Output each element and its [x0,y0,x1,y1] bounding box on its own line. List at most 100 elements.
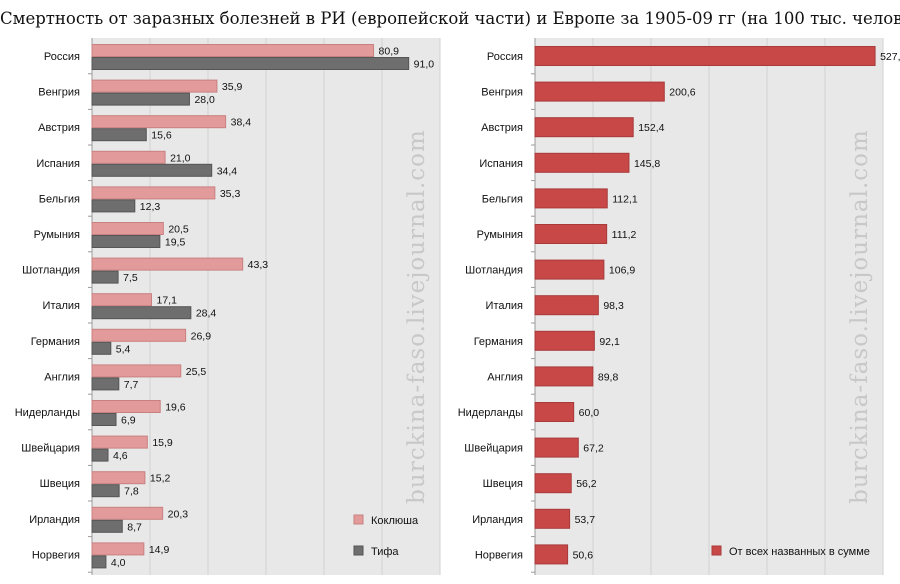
value-label: 34,4 [217,165,238,177]
bar [91,115,227,129]
value-label: 43,3 [248,259,269,271]
value-label: 17,1 [157,295,178,307]
bar [91,519,123,533]
bar [91,270,119,284]
bar [534,508,571,529]
bar [91,150,166,164]
value-label: 200,6 [669,87,695,99]
bar [534,366,594,387]
bar [534,544,569,565]
bar [91,222,164,235]
value-label: 35,9 [222,81,243,93]
category-label: Нидерланды [15,407,80,419]
watermark: burckina-faso.livejournal.com [847,129,873,504]
bar [91,293,153,307]
value-label: 106,9 [609,265,635,277]
value-label: 21,0 [170,152,191,164]
category-label: Англия [44,371,80,383]
value-label: 35,3 [220,188,241,200]
bar [91,44,375,57]
value-label: 14,9 [149,544,170,556]
category-label: Россия [44,51,80,63]
value-label: 152,4 [638,122,664,134]
value-label: 7,5 [123,272,138,284]
bar [91,306,192,320]
value-label: 67,2 [583,443,604,455]
category-label: Италия [43,300,81,312]
value-label: 28,4 [196,308,217,320]
category-label: Англия [487,371,523,383]
legend-label: От всех названных в сумме [729,546,870,558]
category-label: Швеция [483,478,523,490]
bar [91,57,410,70]
legend-label: Тифа [371,546,399,558]
value-label: 25,5 [186,366,207,378]
category-label: Румыния [477,229,523,241]
bar [91,506,164,520]
bar [534,402,575,422]
value-label: 8,7 [127,521,142,533]
value-label: 20,3 [168,508,189,520]
category-label: Шотландия [465,265,523,277]
bar [534,437,579,458]
bar [91,257,244,271]
value-label: 4,6 [113,450,128,462]
bar [91,163,213,177]
bar [534,188,608,209]
value-label: 53,7 [575,514,596,526]
legend-swatch [353,514,364,525]
right-chart: burckina-faso.livejournal.com Россия 527,7… [458,38,900,575]
bar [534,224,608,244]
legend-swatch [353,545,364,556]
value-label: 5,4 [116,343,131,355]
bar [91,128,147,142]
value-label: 15,6 [151,130,172,142]
category-label: Австрия [38,122,80,134]
bar [91,542,145,556]
value-label: 12,3 [140,201,161,213]
bar [91,328,187,342]
value-label: 527,7 [880,51,900,63]
bar [534,473,572,494]
category-label: Испания [479,158,523,170]
bar [534,81,665,102]
category-label: Швеция [40,478,80,490]
category-label: Испания [36,158,80,170]
category-label: Швейцария [21,443,80,455]
bar [91,364,182,378]
bar [91,377,120,391]
value-label: 7,8 [124,486,139,498]
value-label: 98,3 [603,300,624,312]
bar [91,484,120,498]
category-label: Норвегия [475,549,523,561]
value-label: 19,6 [165,402,186,414]
category-label: Бельгия [39,193,80,205]
left-chart: burckina-faso.livejournal.com Россия 80,9 9… [15,38,441,575]
category-label: Нидерланды [458,407,523,419]
category-label: Румыния [34,229,80,241]
category-label: Бельгия [482,193,523,205]
category-label: Норвегия [32,549,80,561]
bar [91,186,216,200]
bar [91,435,148,449]
value-label: 111,2 [612,229,637,241]
bar [534,295,599,316]
value-label: 112,1 [612,193,638,205]
category-label: Швейцария [464,443,523,455]
watermark: burckina-faso.livejournal.com [404,129,430,504]
value-label: 15,2 [150,473,171,485]
value-label: 80,9 [379,46,400,58]
value-label: 26,9 [191,330,212,342]
category-label: Россия [487,51,523,63]
value-label: 89,8 [598,371,619,383]
bar [91,235,161,248]
bar [91,448,109,462]
value-label: 19,5 [165,237,186,249]
bar [91,79,218,93]
value-label: 56,2 [576,478,597,490]
category-label: Италия [486,300,524,312]
category-label: Германия [474,336,523,348]
value-label: 50,6 [573,549,594,561]
value-label: 60,0 [579,407,600,419]
bar [534,330,595,351]
